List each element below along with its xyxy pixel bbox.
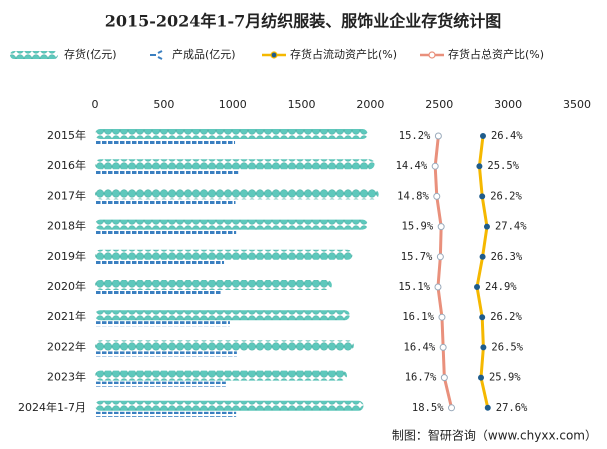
y-tick-label: 2019年 [47, 249, 86, 263]
y-tick-label: 2023年 [47, 370, 86, 384]
y-tick-label: 2018年 [47, 219, 86, 233]
bar [95, 400, 364, 411]
data-label: 25.9% [489, 372, 521, 384]
bar [95, 411, 237, 417]
bar [95, 280, 332, 290]
data-label: 15.7% [401, 251, 433, 263]
data-label: 15.2% [399, 130, 431, 142]
data-label: 24.9% [485, 281, 517, 293]
legend-swatch [150, 50, 163, 60]
data-label: 26.5% [491, 341, 523, 353]
bar [95, 230, 237, 236]
bar [95, 140, 236, 145]
bar [95, 351, 237, 357]
data-label: 26.4% [491, 130, 523, 142]
bar [95, 321, 230, 327]
line [475, 135, 490, 409]
y-tick-label: 2024年1-7月 [18, 400, 86, 414]
x-tick-label: 2000 [356, 98, 384, 111]
data-label: 26.2% [490, 190, 522, 202]
y-tick-label: 2017年 [47, 188, 86, 202]
bar [95, 189, 379, 200]
bar [95, 260, 225, 266]
data-label: 16.1% [402, 311, 434, 323]
data-label: 15.1% [398, 281, 430, 293]
bar [95, 340, 354, 351]
x-tick-label: 500 [153, 98, 174, 111]
line-marker [431, 162, 439, 170]
data-label: 15.9% [402, 221, 434, 233]
x-tick-label: 1000 [219, 98, 247, 111]
legend-label: 产成品(亿元) [172, 47, 236, 61]
line [433, 135, 453, 409]
y-tick-label: 2015年 [47, 128, 86, 142]
line-marker [438, 313, 446, 321]
bar [95, 381, 226, 387]
x-tick-label: 2500 [425, 98, 453, 111]
y-tick-label: 2016年 [47, 158, 86, 172]
line-marker [448, 404, 456, 412]
y-tick-label: 2020年 [47, 279, 86, 293]
source-note: 制图：智研咨询（www.chyxx.com） [392, 428, 597, 443]
bar [95, 159, 375, 170]
line-marker [440, 374, 448, 382]
line-marker [434, 283, 442, 291]
line-marker [477, 374, 484, 381]
line-marker [483, 223, 490, 230]
line-marker [433, 192, 441, 200]
line-marker [434, 132, 442, 140]
bar [95, 310, 350, 321]
bar [95, 170, 239, 176]
y-tick-label: 2022年 [47, 339, 86, 353]
data-label: 25.5% [487, 160, 519, 172]
bar [95, 370, 348, 381]
line-marker [439, 343, 447, 351]
legend-swatch [270, 51, 278, 59]
data-label: 16.7% [405, 372, 437, 384]
line-marker [479, 193, 486, 200]
bar [95, 219, 368, 230]
legend-label: 存货占总资产比(%) [448, 47, 544, 61]
y-tick-label: 2021年 [47, 309, 86, 323]
line-marker [480, 344, 487, 351]
data-label: 26.2% [490, 311, 522, 323]
chart-title: 2015-2024年1-7月纺织服装、服饰业企业存货统计图 [105, 12, 502, 31]
bar [95, 200, 236, 206]
line-marker [479, 253, 486, 260]
line-marker [436, 253, 444, 261]
data-label: 16.4% [404, 341, 436, 353]
bar [95, 129, 368, 139]
x-tick-label: 3000 [494, 98, 522, 111]
data-label: 26.3% [491, 251, 523, 263]
data-label: 18.5% [412, 402, 444, 414]
line-marker [479, 133, 486, 139]
data-label: 14.4% [396, 160, 428, 172]
bar [95, 249, 353, 260]
data-label: 27.6% [496, 402, 528, 414]
legend-label: 存货(亿元) [64, 47, 117, 61]
bar [95, 291, 222, 296]
x-tick-label: 1500 [288, 98, 316, 111]
x-tick-label: 3500 [563, 98, 591, 111]
line-marker [479, 314, 486, 321]
x-tick-label: 0 [92, 98, 99, 111]
data-label: 27.4% [495, 221, 527, 233]
line-marker [484, 404, 491, 411]
data-label: 14.8% [397, 190, 429, 202]
line-marker [476, 163, 483, 170]
line-marker [437, 223, 445, 231]
legend-swatch [428, 51, 436, 59]
legend-swatch [10, 51, 58, 59]
legend-label: 存货占流动资产比(%) [290, 47, 397, 61]
line-marker [474, 284, 481, 290]
